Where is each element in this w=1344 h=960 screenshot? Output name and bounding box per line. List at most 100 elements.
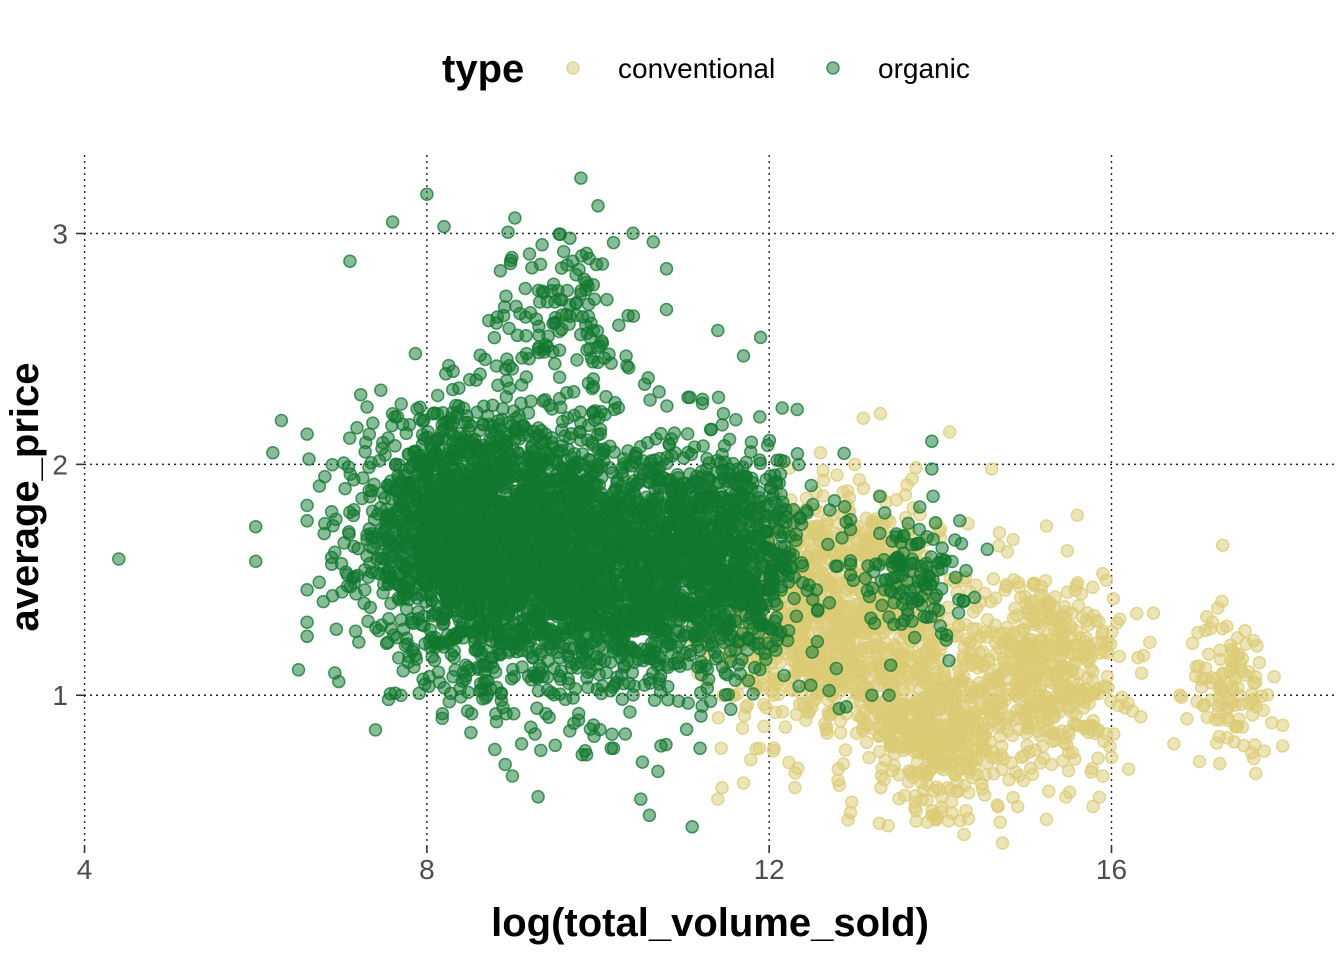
data-point: [931, 753, 945, 767]
data-point: [892, 791, 906, 806]
data-point: [438, 558, 453, 572]
data-point: [372, 453, 387, 468]
data-point: [923, 649, 937, 663]
data-point: [1189, 660, 1204, 674]
data-point: [999, 710, 1014, 725]
data-point: [905, 472, 919, 486]
data-point: [868, 710, 882, 725]
data-point: [408, 346, 423, 361]
data-point: [1203, 622, 1218, 636]
data-point: [1275, 739, 1290, 753]
data-point: [427, 653, 442, 668]
data-point: [353, 387, 368, 402]
data-point: [679, 722, 694, 737]
data-point: [1011, 641, 1026, 656]
data-point: [1096, 769, 1110, 783]
data-point: [426, 503, 440, 517]
data-point: [369, 621, 383, 635]
data-point: [1065, 706, 1079, 720]
data-point: [388, 439, 402, 453]
data-point: [992, 539, 1006, 553]
data-point: [1249, 766, 1263, 781]
data-point: [813, 662, 828, 676]
data-point: [766, 688, 781, 702]
data-point: [1225, 682, 1239, 697]
data-point: [711, 792, 725, 806]
data-point: [1215, 538, 1230, 552]
data-point: [381, 478, 395, 492]
data-point: [1053, 689, 1067, 704]
data-point: [861, 719, 875, 733]
data-point: [711, 710, 726, 725]
data-point: [1021, 721, 1035, 735]
data-point: [836, 485, 850, 499]
data-point: [1192, 754, 1207, 769]
data-point: [530, 701, 544, 715]
data-point: [830, 468, 844, 482]
data-point: [1260, 688, 1275, 702]
data-point: [1005, 728, 1020, 743]
data-point: [848, 457, 862, 472]
data-point: [300, 514, 314, 528]
data-point: [464, 725, 478, 740]
data-point: [789, 707, 804, 722]
data-point: [790, 761, 805, 775]
data-point: [410, 402, 424, 416]
data-point: [1202, 647, 1216, 661]
data-point: [931, 739, 945, 754]
data-point: [362, 427, 377, 441]
data-point: [552, 370, 567, 384]
data-point: [1079, 644, 1093, 658]
data-point: [849, 686, 864, 701]
data-point: [1103, 739, 1117, 754]
data-point: [435, 611, 450, 626]
data-point: [381, 612, 396, 626]
data-point: [1134, 666, 1149, 680]
data-point: [360, 400, 374, 414]
data-point: [873, 641, 888, 655]
data-point: [946, 707, 961, 722]
data-point: [376, 586, 390, 600]
data-point: [1040, 613, 1054, 628]
data-point: [843, 622, 857, 636]
data-point: [1215, 621, 1230, 636]
data-point: [341, 460, 356, 474]
data-point: [992, 525, 1007, 540]
data-point: [337, 536, 351, 550]
data-point: [300, 615, 314, 629]
data-point: [969, 752, 984, 767]
data-point: [342, 431, 357, 445]
data-point: [1219, 702, 1234, 716]
data-point: [948, 755, 962, 769]
data-point: [1033, 633, 1047, 648]
data-point: [1257, 744, 1271, 758]
data-point: [416, 672, 430, 686]
data-point: [1008, 601, 1022, 615]
data-point: [959, 803, 973, 818]
data-point: [1039, 519, 1054, 533]
data-point: [891, 726, 905, 740]
data-point: [350, 421, 364, 435]
data-point: [1275, 718, 1290, 733]
data-point: [1026, 578, 1040, 592]
data-point: [477, 399, 491, 414]
data-point: [300, 498, 314, 513]
data-point: [329, 512, 343, 527]
data-point: [901, 774, 916, 789]
data-point: [932, 681, 947, 696]
data-point: [347, 503, 361, 517]
data-point: [874, 780, 888, 795]
data-point: [1011, 575, 1026, 590]
data-point: [928, 719, 942, 734]
data-point: [499, 479, 513, 494]
data-point: [397, 476, 411, 490]
data-point: [1066, 658, 1080, 673]
data-point: [660, 399, 674, 413]
legend-label-organic: organic: [878, 53, 970, 84]
data-point: [993, 815, 1007, 829]
data-point: [358, 445, 372, 459]
data-point: [1130, 606, 1144, 621]
data-point: [1045, 726, 1060, 741]
data-point: [909, 814, 923, 828]
data-point: [977, 788, 992, 802]
